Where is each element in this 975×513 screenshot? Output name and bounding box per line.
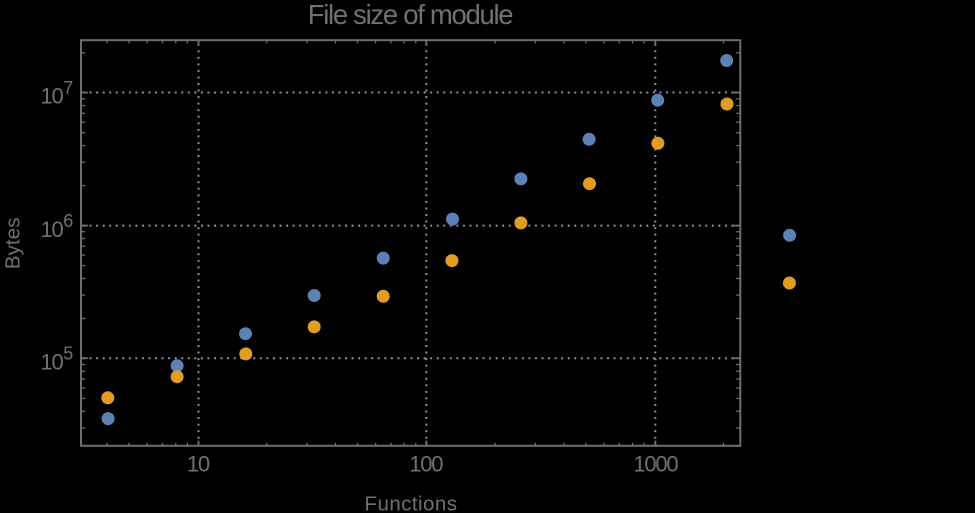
svg-text:Functions: Functions xyxy=(365,493,458,513)
svg-text:5: 5 xyxy=(63,344,73,364)
svg-text:Bytes: Bytes xyxy=(1,218,24,270)
svg-text:File size of module: File size of module xyxy=(308,0,514,30)
svg-text:10: 10 xyxy=(41,217,64,242)
svg-text:6: 6 xyxy=(63,211,73,231)
svg-text:10: 10 xyxy=(41,84,64,109)
svg-text:1000: 1000 xyxy=(633,452,678,477)
svg-text:7: 7 xyxy=(63,78,73,98)
svg-text:100: 100 xyxy=(409,452,443,477)
svg-text:10: 10 xyxy=(187,452,210,477)
svg-text:10: 10 xyxy=(41,349,64,374)
